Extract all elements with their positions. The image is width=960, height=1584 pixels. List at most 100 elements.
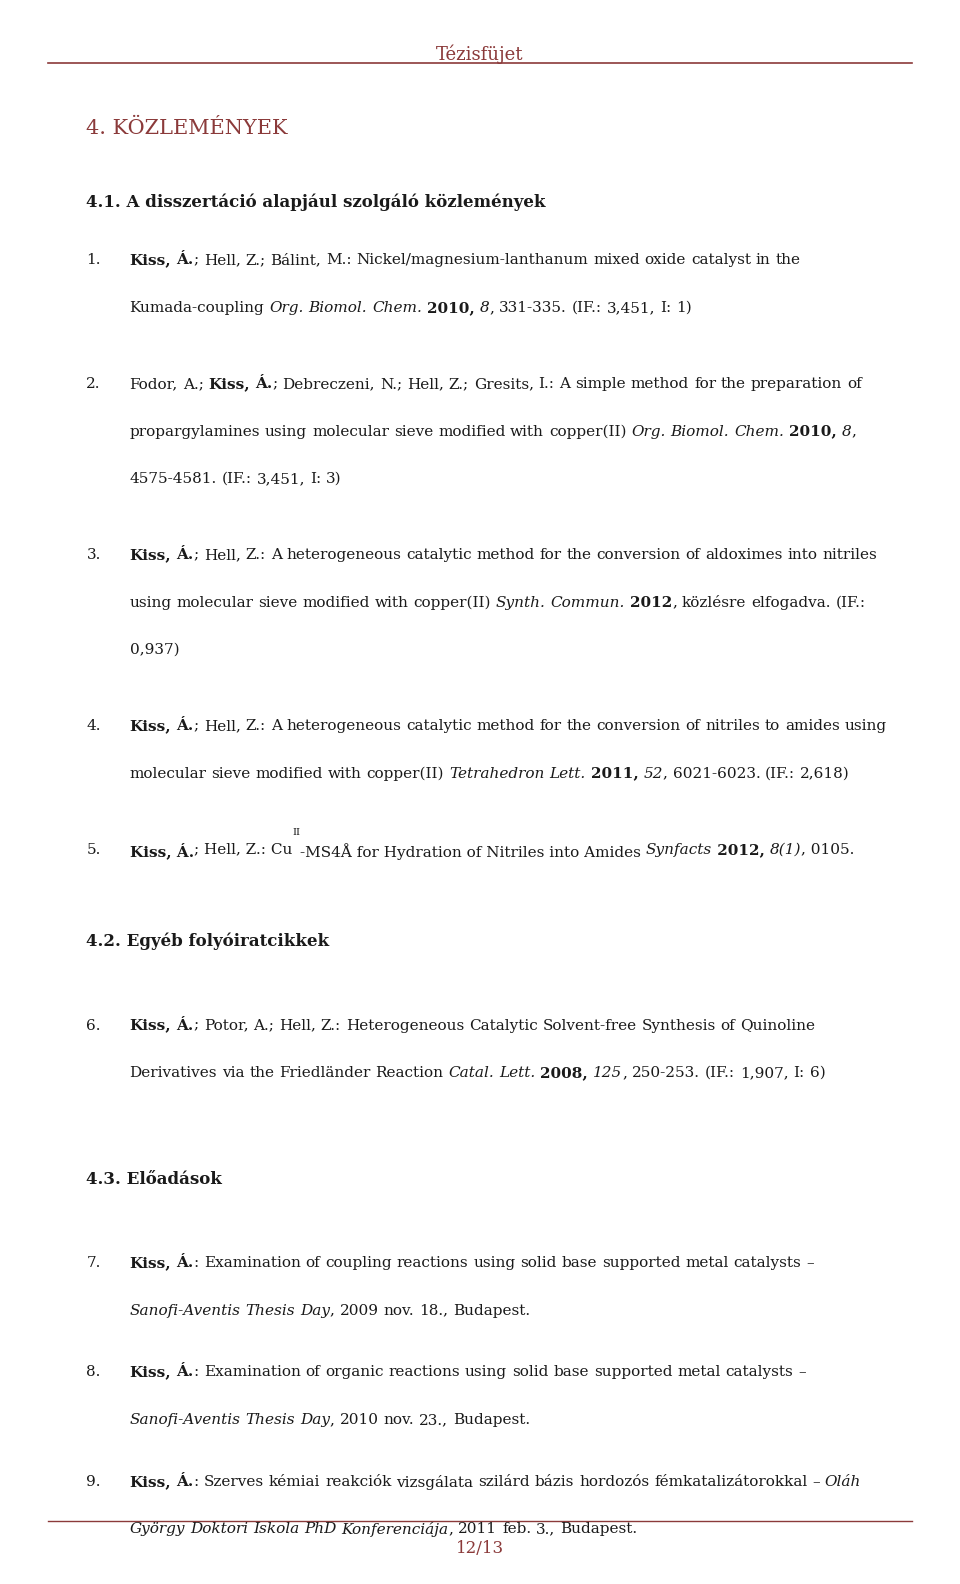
Text: method: method xyxy=(477,719,535,733)
Text: (IF.:: (IF.: xyxy=(765,767,795,781)
Text: Solvent-free: Solvent-free xyxy=(542,1019,636,1033)
Text: Á.: Á. xyxy=(177,1365,194,1380)
Text: 7.: 7. xyxy=(86,1256,101,1270)
Text: sieve: sieve xyxy=(394,425,433,439)
Text: of: of xyxy=(305,1365,321,1380)
Text: catalyst: catalyst xyxy=(691,253,751,268)
Text: A: A xyxy=(271,548,281,562)
Text: with: with xyxy=(510,425,544,439)
Text: solid: solid xyxy=(512,1365,548,1380)
Text: Derivatives: Derivatives xyxy=(130,1066,217,1080)
Text: Synfacts: Synfacts xyxy=(646,843,712,857)
Text: Lett.: Lett. xyxy=(499,1066,536,1080)
Text: Hell,: Hell, xyxy=(279,1019,316,1033)
Text: Kumada-coupling: Kumada-coupling xyxy=(130,301,264,315)
Text: ,: , xyxy=(852,425,856,439)
Text: for: for xyxy=(694,377,716,391)
Text: fémkatalizátorokkal: fémkatalizátorokkal xyxy=(654,1475,807,1489)
Text: 1): 1) xyxy=(677,301,692,315)
Text: 2009: 2009 xyxy=(340,1304,379,1318)
Text: Examination: Examination xyxy=(204,1365,300,1380)
Text: Hell,: Hell, xyxy=(407,377,444,391)
Text: nitriles: nitriles xyxy=(823,548,877,562)
Text: Sanofi-Aventis: Sanofi-Aventis xyxy=(130,1304,241,1318)
Text: modified: modified xyxy=(302,596,370,610)
Text: of: of xyxy=(305,1256,321,1270)
Text: 250-253.: 250-253. xyxy=(632,1066,700,1080)
Text: of: of xyxy=(721,1019,735,1033)
Text: Catalytic: Catalytic xyxy=(469,1019,538,1033)
Text: catalytic: catalytic xyxy=(406,548,472,562)
Text: nov.: nov. xyxy=(384,1413,414,1427)
Text: Tetrahedron: Tetrahedron xyxy=(449,767,544,781)
Text: of: of xyxy=(685,719,701,733)
Text: for: for xyxy=(540,548,562,562)
Text: into: into xyxy=(787,548,818,562)
Text: Nickel/magnesium-lanthanum: Nickel/magnesium-lanthanum xyxy=(356,253,588,268)
Text: 6021-6023.: 6021-6023. xyxy=(673,767,760,781)
Text: 2010,: 2010, xyxy=(427,301,475,315)
Text: propargylamines: propargylamines xyxy=(130,425,260,439)
Text: ,: , xyxy=(330,1304,335,1318)
Text: bázis: bázis xyxy=(535,1475,574,1489)
Text: mixed: mixed xyxy=(593,253,640,268)
Text: Doktori: Doktori xyxy=(190,1522,248,1536)
Text: Commun.: Commun. xyxy=(551,596,625,610)
Text: PhD: PhD xyxy=(304,1522,336,1536)
Text: Szerves: Szerves xyxy=(204,1475,264,1489)
Text: 8: 8 xyxy=(842,425,852,439)
Text: modified: modified xyxy=(438,425,505,439)
Text: using: using xyxy=(265,425,307,439)
Text: Examination: Examination xyxy=(204,1256,300,1270)
Text: 2011,: 2011, xyxy=(590,767,638,781)
Text: Á.: Á. xyxy=(177,1019,194,1033)
Text: 4.2. Egyéb folyóiratcikkek: 4.2. Egyéb folyóiratcikkek xyxy=(86,933,329,950)
Text: –: – xyxy=(812,1475,820,1489)
Text: the: the xyxy=(566,719,592,733)
Text: I:: I: xyxy=(660,301,671,315)
Text: for: for xyxy=(540,719,562,733)
Text: Hell,: Hell, xyxy=(204,719,241,733)
Text: Konferenciája: Konferenciája xyxy=(341,1522,448,1536)
Text: Á.: Á. xyxy=(255,377,273,391)
Text: the: the xyxy=(250,1066,275,1080)
Text: –: – xyxy=(798,1365,805,1380)
Text: I:: I: xyxy=(794,1066,804,1080)
Text: Reaction: Reaction xyxy=(375,1066,444,1080)
Text: 6): 6) xyxy=(809,1066,826,1080)
Text: metal: metal xyxy=(685,1256,729,1270)
Text: 1.: 1. xyxy=(86,253,101,268)
Text: ;: ; xyxy=(194,719,199,733)
Text: 8: 8 xyxy=(480,301,490,315)
Text: Debreczeni,: Debreczeni, xyxy=(282,377,375,391)
Text: oxide: oxide xyxy=(645,253,686,268)
Text: nitriles: nitriles xyxy=(706,719,760,733)
Text: Z.;: Z.; xyxy=(448,377,468,391)
Text: M.:: M.: xyxy=(326,253,351,268)
Text: sieve: sieve xyxy=(211,767,251,781)
Text: 4.1. A disszertáció alapjául szolgáló közlemények: 4.1. A disszertáció alapjául szolgáló kö… xyxy=(86,193,546,211)
Text: of: of xyxy=(685,548,701,562)
Text: 3.,: 3., xyxy=(536,1522,555,1536)
Text: Org.: Org. xyxy=(632,425,665,439)
Text: amides: amides xyxy=(785,719,840,733)
Text: A: A xyxy=(271,719,281,733)
Text: reactions: reactions xyxy=(396,1256,468,1270)
Text: coupling: coupling xyxy=(325,1256,392,1270)
Text: ,: , xyxy=(672,596,677,610)
Text: Kiss, Á.: Kiss, Á. xyxy=(130,843,194,860)
Text: ,: , xyxy=(662,767,668,781)
Text: of: of xyxy=(847,377,862,391)
Text: aldoximes: aldoximes xyxy=(706,548,782,562)
Text: vizsgálata: vizsgálata xyxy=(396,1475,473,1489)
Text: Bálint,: Bálint, xyxy=(271,253,322,268)
Text: the: the xyxy=(721,377,746,391)
Text: catalysts: catalysts xyxy=(733,1256,802,1270)
Text: Á.: Á. xyxy=(177,548,194,562)
Text: the: the xyxy=(776,253,801,268)
Text: (IF.:: (IF.: xyxy=(222,472,252,486)
Text: :: : xyxy=(194,1256,199,1270)
Text: 8(1): 8(1) xyxy=(770,843,802,857)
Text: Kiss,: Kiss, xyxy=(130,1365,171,1380)
Text: Sanofi-Aventis: Sanofi-Aventis xyxy=(130,1413,241,1427)
